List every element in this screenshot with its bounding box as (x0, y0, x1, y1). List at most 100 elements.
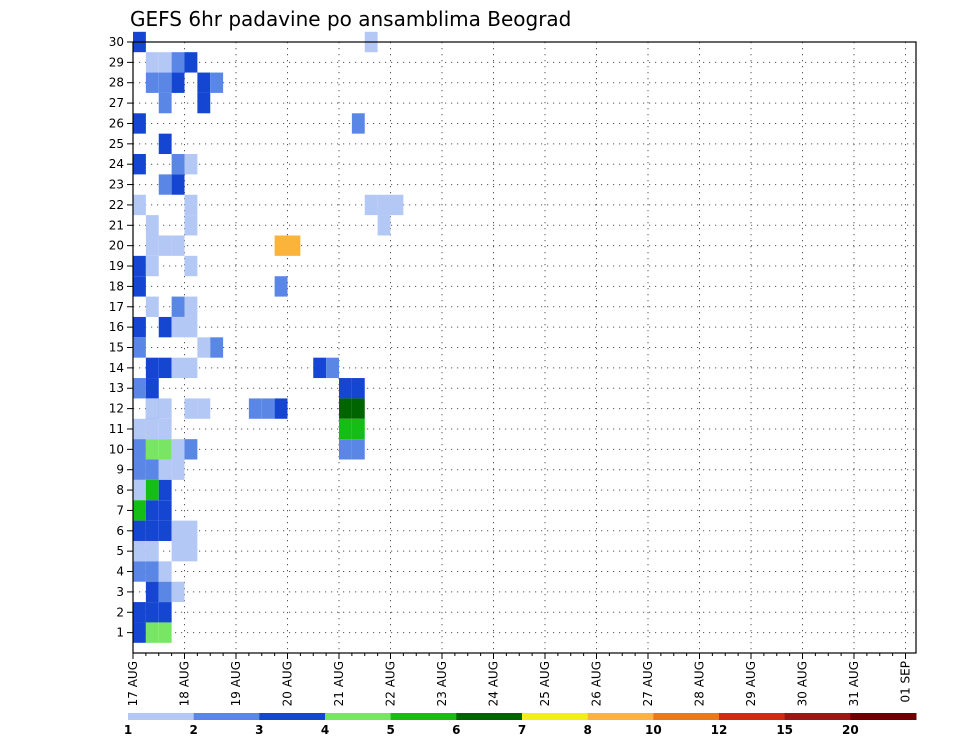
precip-cell (158, 500, 172, 521)
precip-cell (171, 72, 185, 93)
precip-cell (158, 418, 172, 440)
colorbar-segment (325, 713, 392, 720)
precip-cell (145, 622, 159, 643)
precip-cell (145, 520, 159, 541)
precip-cell (184, 154, 198, 175)
precip-cell (158, 316, 172, 338)
colorbar-label: 10 (645, 723, 662, 737)
precip-cell (158, 92, 172, 114)
precip-cell (133, 602, 146, 623)
precip-cell (184, 357, 198, 379)
x-tick-label: 25 AUG (538, 661, 552, 706)
precip-cell (133, 378, 146, 399)
precip-cell (133, 500, 146, 521)
precip-cell (158, 235, 172, 256)
precip-cell (171, 459, 185, 480)
precip-cell (274, 276, 288, 297)
y-tick-label: 12 (109, 402, 124, 416)
precip-cell (133, 418, 146, 440)
x-tick-label: 23 AUG (435, 661, 449, 706)
colorbar-label: 1 (124, 723, 132, 737)
precip-cell (184, 398, 198, 419)
precip-cell (364, 194, 378, 216)
precip-cell (287, 235, 301, 256)
precip-cell (158, 52, 172, 73)
precip-cell (158, 602, 172, 623)
y-tick-label: 16 (109, 320, 124, 334)
precip-cell (133, 154, 146, 175)
precip-cell (158, 398, 172, 419)
y-tick-label: 4 (116, 565, 124, 579)
precip-cell (351, 398, 365, 419)
y-axis-ticks: 1234567891011121314151617181920212223242… (109, 35, 133, 640)
colorbar-label: 20 (842, 723, 859, 737)
precip-cell (133, 194, 146, 216)
precip-cell (326, 357, 339, 379)
precip-cell (171, 540, 185, 562)
colorbar-segment (653, 713, 720, 720)
precip-cell (158, 357, 172, 379)
precip-cell (339, 439, 352, 460)
precip-cell (171, 154, 185, 175)
y-tick-label: 19 (109, 259, 124, 273)
precip-cell (145, 52, 159, 73)
y-tick-label: 21 (109, 218, 124, 232)
precip-cell (145, 540, 159, 562)
precip-cell (248, 398, 262, 419)
precip-cell (171, 581, 185, 603)
precip-cell (133, 520, 146, 541)
precip-cell (145, 602, 159, 623)
x-tick-label: 18 AUG (178, 661, 192, 706)
colorbar-segment (719, 713, 786, 720)
plot-frame (132, 41, 917, 654)
y-tick-label: 13 (109, 381, 124, 395)
precip-cell (171, 316, 185, 338)
x-tick-label: 30 AUG (796, 661, 810, 706)
precip-cell (377, 194, 391, 216)
x-tick-label: 17 AUG (126, 661, 140, 706)
x-axis-ticks: 17 AUG 18 AUG 19 AUG 20 AUG 21 AUG 22 AUG 23 A… (126, 653, 913, 706)
precip-cell (158, 561, 172, 582)
precip-cell (158, 520, 172, 541)
precip-cell (171, 357, 185, 379)
y-tick-label: 5 (116, 544, 124, 558)
colorbar-label: 6 (452, 723, 460, 737)
precip-cell (377, 215, 391, 236)
y-tick-label: 30 (109, 35, 124, 49)
y-tick-label: 20 (109, 239, 124, 253)
y-tick-label: 2 (116, 605, 124, 619)
precip-cell (261, 398, 275, 419)
precip-cell (133, 113, 146, 134)
precip-cell (133, 479, 146, 501)
precip-cell (184, 194, 198, 216)
y-tick-label: 24 (109, 157, 124, 171)
precip-cell (145, 357, 159, 379)
precip-cell (184, 439, 198, 460)
precip-cell (197, 92, 211, 114)
y-tick-label: 3 (116, 585, 124, 599)
colorbar-segment (784, 713, 851, 720)
precip-cell (158, 72, 172, 93)
precip-cell (145, 235, 159, 256)
precip-cell (133, 561, 146, 582)
precip-cell (133, 439, 146, 460)
y-tick-label: 22 (109, 198, 124, 212)
precip-cell (274, 398, 288, 419)
precip-cell (145, 561, 159, 582)
precip-cell (184, 215, 198, 236)
colorbar-label: 12 (711, 723, 728, 737)
precip-cell (145, 296, 159, 317)
precip-cell (171, 52, 185, 73)
x-tick-label: 01 SEP (899, 661, 913, 703)
precip-cell (133, 316, 146, 338)
y-tick-label: 14 (109, 361, 124, 375)
precip-cell (339, 378, 352, 399)
colorbar-segment (193, 713, 260, 720)
precip-cell (133, 622, 146, 643)
x-tick-label: 28 AUG (693, 661, 707, 706)
colorbar-segment (390, 713, 457, 720)
x-tick-label: 26 AUG (590, 661, 604, 706)
y-tick-label: 15 (109, 341, 124, 355)
precip-cell (158, 439, 172, 460)
precip-cell (184, 540, 198, 562)
